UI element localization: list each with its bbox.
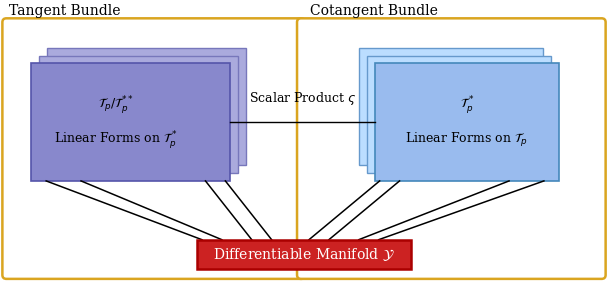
Text: Differentiable Manifold $\mathcal{Y}$: Differentiable Manifold $\mathcal{Y}$ <box>213 246 395 263</box>
Text: Scalar Product $\varsigma$: Scalar Product $\varsigma$ <box>249 91 356 108</box>
Text: $\mathcal{T}_p / \mathcal{T}_p^{**}$: $\mathcal{T}_p / \mathcal{T}_p^{**}$ <box>98 93 133 115</box>
Text: $\mathcal{T}_p^*$: $\mathcal{T}_p^*$ <box>460 93 474 115</box>
FancyBboxPatch shape <box>297 18 605 279</box>
Bar <box>47 48 246 165</box>
Text: Linear Forms on $\mathcal{T}_p^*$: Linear Forms on $\mathcal{T}_p^*$ <box>54 129 178 151</box>
Text: Tangent Bundle: Tangent Bundle <box>9 4 121 18</box>
Bar <box>31 63 230 181</box>
Bar <box>359 48 543 165</box>
Text: Linear Forms on $\mathcal{T}_p$: Linear Forms on $\mathcal{T}_p$ <box>406 131 528 149</box>
Bar <box>375 63 559 181</box>
Bar <box>39 56 238 173</box>
Bar <box>197 240 411 269</box>
Bar <box>367 56 551 173</box>
FancyBboxPatch shape <box>2 18 305 279</box>
Text: Cotangent Bundle: Cotangent Bundle <box>310 4 438 18</box>
